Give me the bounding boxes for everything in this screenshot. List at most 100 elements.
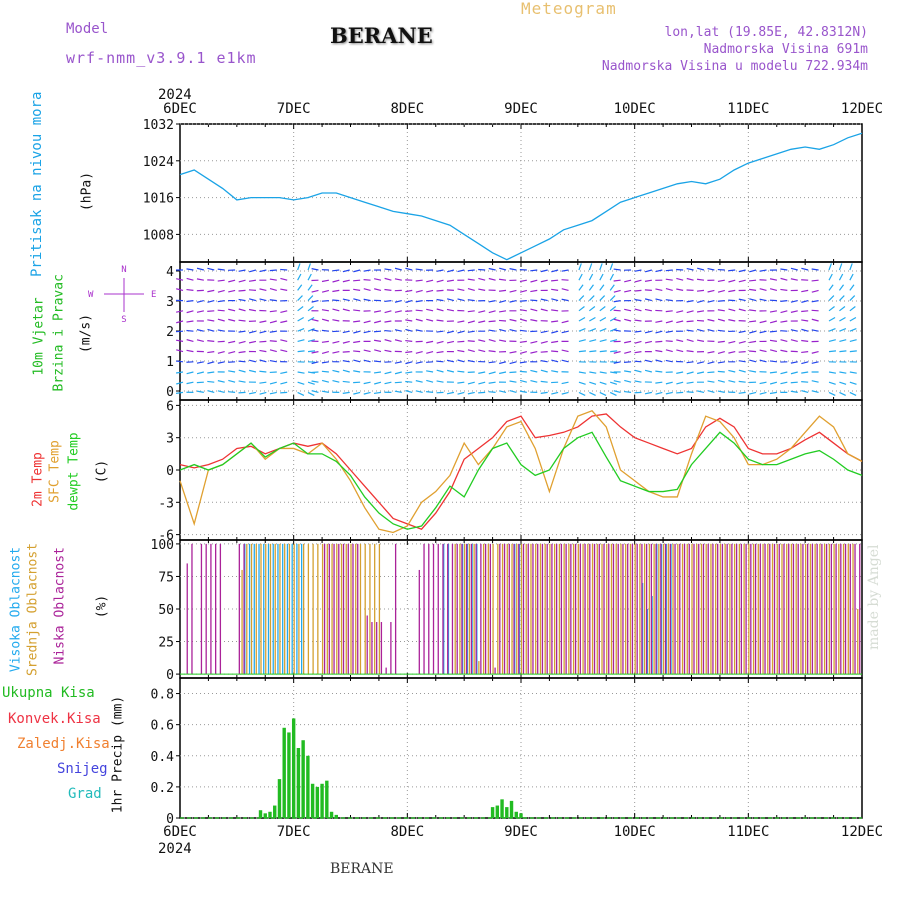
wind-arrow <box>634 319 642 322</box>
y-tick-label-precip: 0.4 <box>151 750 175 765</box>
wind-arrow <box>307 263 311 271</box>
wind-arrow <box>551 330 559 334</box>
wind-arrow <box>488 329 496 332</box>
wind-arrow <box>374 278 382 281</box>
wind-arrow <box>342 330 350 334</box>
wind-arrow <box>436 351 444 354</box>
wind-arrow <box>488 277 496 281</box>
wind-arrow <box>717 340 725 343</box>
wind-arrow <box>297 350 305 353</box>
wind-arrow <box>717 300 725 302</box>
wind-arrow <box>790 310 798 313</box>
wind-arrow <box>759 320 767 324</box>
wind-arrow <box>707 351 715 354</box>
wind-arrow <box>696 289 705 292</box>
wind-arrow <box>738 279 746 283</box>
wind-arrow <box>624 379 632 383</box>
wind-arrow <box>332 340 340 344</box>
wind-arrow <box>297 339 305 342</box>
wind-arrow <box>436 269 444 272</box>
wind-arrow <box>436 319 444 322</box>
precip-bar <box>334 814 338 818</box>
wind-arrow <box>728 351 736 354</box>
bottom-date-label: 6DEC <box>163 824 197 840</box>
wind-arrow <box>728 340 736 344</box>
wind-arrow <box>332 279 340 283</box>
wind-arrow <box>811 279 819 282</box>
wind-arrow <box>696 278 705 281</box>
wind-arrow <box>790 339 798 342</box>
wind-arrow <box>839 391 846 397</box>
wind-arrow <box>353 298 361 302</box>
wind-arrow <box>696 319 705 322</box>
wind-arrow <box>311 318 319 322</box>
wind-arrow <box>769 339 778 342</box>
wind-arrow <box>530 289 538 293</box>
wind-arrow <box>342 308 350 312</box>
wind-arrow <box>551 288 559 291</box>
precip-bar <box>505 807 509 818</box>
wind-arrow <box>749 298 757 302</box>
y-tick-label-precip: 0.8 <box>151 688 174 703</box>
wind-arrow <box>609 306 617 312</box>
wind-arrow <box>269 340 277 342</box>
wind-arrow <box>467 320 475 324</box>
wind-arrow <box>738 298 746 302</box>
wind-arrow <box>467 299 475 302</box>
wind-arrow <box>217 318 225 322</box>
wind-arrow <box>238 340 246 344</box>
y-tick-label-clouds: 75 <box>158 570 174 585</box>
wind-arrow <box>599 263 603 271</box>
wind-arrow <box>790 329 798 332</box>
wind-arrow <box>540 360 548 363</box>
wind-arrow <box>790 267 798 271</box>
wind-arrow <box>426 318 434 322</box>
wind-arrow <box>384 329 392 332</box>
wind-arrow <box>238 380 246 383</box>
wind-arrow <box>186 288 194 291</box>
legend-ukupna: Ukupna Kisa <box>2 685 95 701</box>
wind-arrow <box>509 371 517 374</box>
wind-arrow <box>332 289 340 293</box>
wind-arrow <box>446 279 455 282</box>
wind-arrow <box>717 329 725 332</box>
wind-arrow <box>363 359 371 363</box>
wind-arrow <box>259 330 267 334</box>
wind-arrow <box>811 361 819 364</box>
wind-arrow <box>644 340 653 344</box>
y-tick-label-precip: 0.6 <box>151 719 174 734</box>
wind-arrow <box>561 320 569 324</box>
wind-arrow <box>613 289 621 293</box>
wind-arrow <box>332 319 340 322</box>
wind-arrow <box>610 350 618 353</box>
wind-arrow <box>609 316 617 322</box>
wind-arrow <box>749 288 757 291</box>
temp-line-2 <box>179 431 863 530</box>
wind-arrow <box>384 268 392 271</box>
wind-arrow <box>665 320 673 324</box>
wind-arrow <box>446 308 455 312</box>
wind-arrow <box>321 379 330 383</box>
y-tick-label-wind: 2 <box>166 325 174 340</box>
wind-arrow <box>269 299 277 302</box>
wind-arrow <box>175 371 184 374</box>
wind-arrow <box>307 316 315 322</box>
wind-arrow <box>446 330 455 334</box>
wind-arrow <box>436 330 444 333</box>
wind-arrow <box>839 371 847 374</box>
wind-arrow <box>717 309 725 312</box>
wind-arrow <box>228 340 236 344</box>
wind-arrow <box>738 380 746 383</box>
wind-arrow <box>405 380 413 383</box>
wind-arrow <box>332 369 340 373</box>
wind-arrow <box>655 298 663 302</box>
wind-arrow <box>540 391 548 394</box>
wind-arrow <box>446 391 455 395</box>
wind-arrow <box>217 361 225 364</box>
wind-arrow <box>353 279 361 282</box>
wind-arrow <box>780 288 788 291</box>
wind-arrow <box>415 351 423 354</box>
wind-arrow <box>488 300 496 303</box>
